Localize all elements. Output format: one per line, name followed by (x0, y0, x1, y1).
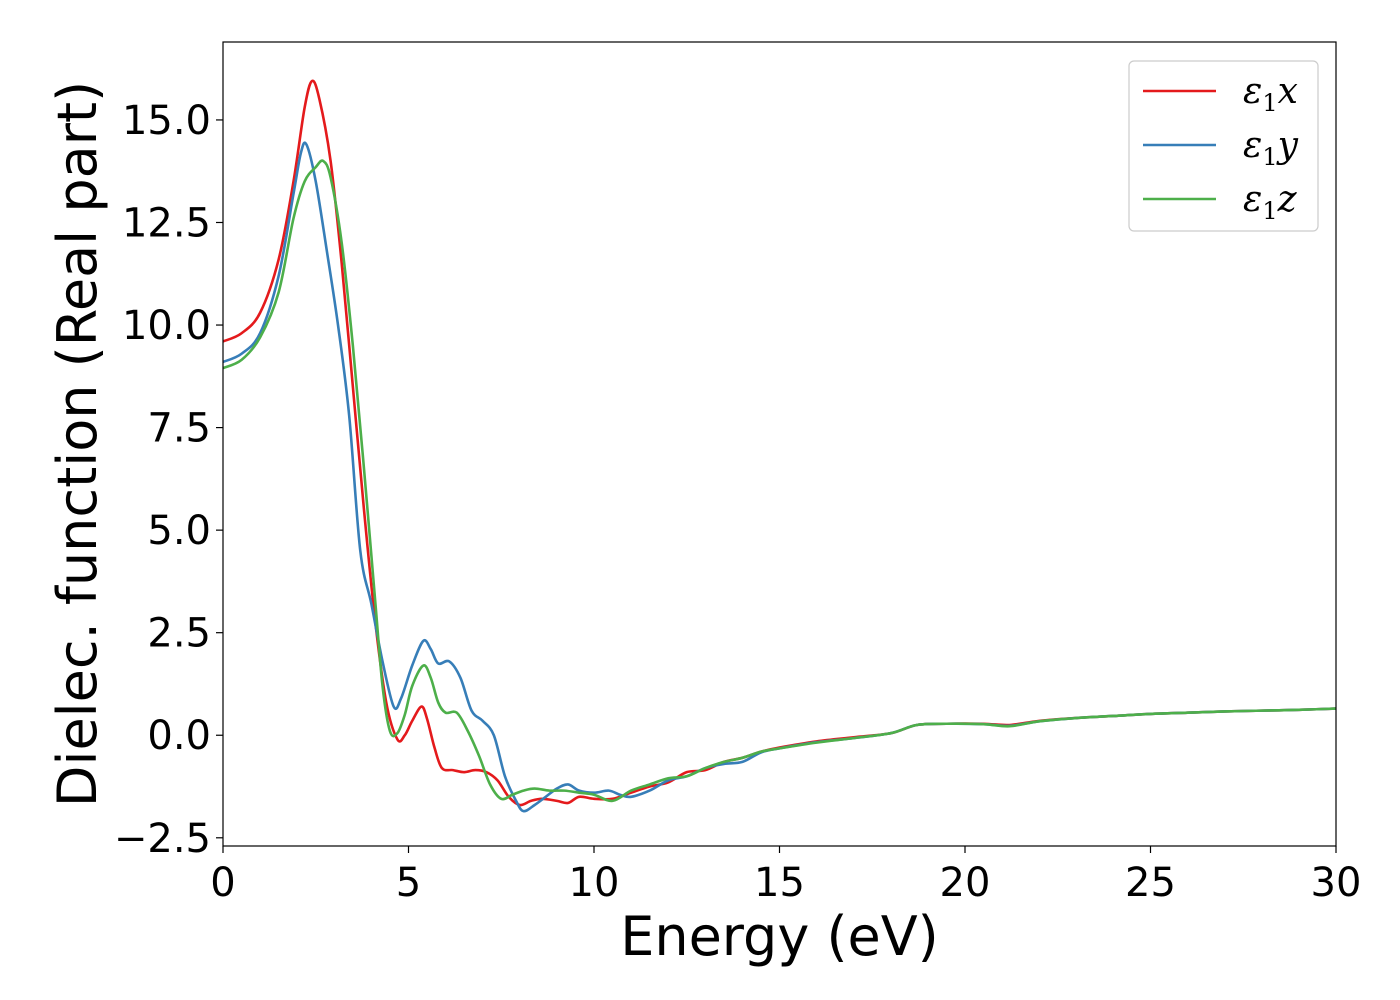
y-axis-ticks: −2.5 0.0 2.5 5.0 7.5 10.0 12.5 15.0 (114, 98, 223, 862)
y-tick-label: 0.0 (147, 713, 211, 759)
legend-label-z: ε1z (1243, 179, 1298, 225)
y-tick-label: 2.5 (147, 611, 211, 657)
legend-label-subscript: 1 (1262, 197, 1277, 225)
legend-label-y: ε1y (1243, 125, 1299, 171)
legend-label-x: ε1x (1243, 71, 1298, 117)
x-tick-label: 25 (1125, 860, 1176, 906)
y-tick-label: 7.5 (147, 406, 211, 452)
x-axis-ticks: 0 5 10 15 20 25 30 (210, 846, 1361, 906)
y-tick-label: 15.0 (122, 98, 211, 144)
x-tick-label: 30 (1311, 860, 1362, 906)
plot-area (222, 41, 1337, 847)
series-line-z (223, 159, 1336, 803)
legend-label-suffix: y (1276, 125, 1299, 166)
legend-label-suffix: x (1278, 71, 1298, 112)
series-lines (223, 79, 1336, 813)
y-tick-label: −2.5 (114, 816, 211, 862)
legend-box (1128, 60, 1319, 232)
y-axis-title: Dielec. function (Real part) (46, 81, 109, 807)
legend-label-base: ε (1243, 125, 1262, 166)
y-tick-label: 5.0 (147, 508, 211, 554)
legend-label-suffix: z (1277, 179, 1298, 220)
x-tick-label: 5 (396, 860, 421, 906)
x-tick-label: 20 (940, 860, 991, 906)
y-tick-label: 10.0 (122, 303, 211, 349)
x-axis-title: Energy (eV) (620, 905, 939, 968)
legend-label-subscript: 1 (1262, 143, 1277, 171)
x-tick-label: 15 (754, 860, 805, 906)
legend-label-base: ε (1243, 179, 1262, 220)
x-tick-label: 10 (569, 860, 620, 906)
y-tick-label: 12.5 (122, 200, 211, 246)
legend-label-base: ε (1243, 71, 1262, 112)
x-tick-label: 0 (210, 860, 235, 906)
legend-label-subscript: 1 (1262, 89, 1277, 117)
